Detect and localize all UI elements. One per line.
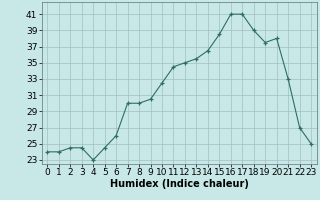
- X-axis label: Humidex (Indice chaleur): Humidex (Indice chaleur): [110, 179, 249, 189]
